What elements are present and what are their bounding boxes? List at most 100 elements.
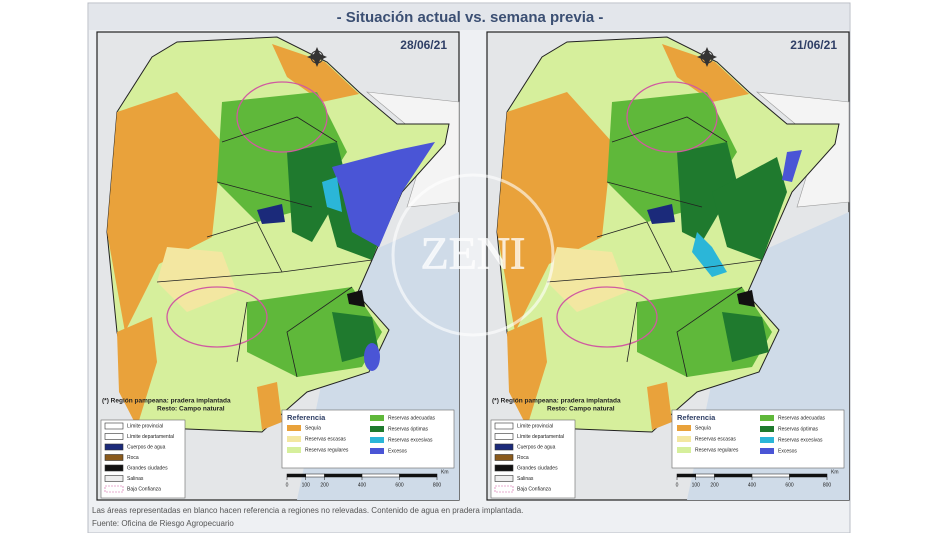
legend-symbol bbox=[494, 422, 514, 430]
low-confidence-zone bbox=[556, 286, 658, 348]
drought-zone bbox=[272, 44, 359, 102]
scale-bar: 0 100 200 400 600 800 Km bbox=[286, 469, 449, 488]
note-line: (*) Región pampeana: pradera implantada bbox=[492, 398, 621, 405]
note-line: (*) Región pampeana: pradera implantada bbox=[102, 398, 231, 405]
legend-label: Excesos bbox=[778, 448, 797, 454]
legend-label: Reservas excesivas bbox=[388, 437, 433, 443]
scale-unit: Km bbox=[441, 469, 449, 475]
legend-swatch bbox=[760, 448, 774, 454]
drought-zone bbox=[117, 317, 157, 427]
title: - Situación actual vs. semana previa - bbox=[337, 9, 604, 26]
reference-legend: Referencia Sequía Reservas escasas Reservas… bbox=[281, 409, 455, 469]
scale-label: 400 bbox=[748, 482, 757, 488]
compass-ring bbox=[310, 50, 324, 64]
legend-label: Límite departamental bbox=[517, 434, 564, 440]
scale-label: 600 bbox=[395, 482, 404, 488]
scale-label: 0 bbox=[286, 482, 289, 488]
legend-label: Sequía bbox=[695, 425, 711, 431]
map-panel: 28/06/21 (*) Región pampeana: pradera imp… bbox=[96, 31, 460, 501]
legend-symbol bbox=[494, 433, 514, 440]
legend-symbol bbox=[104, 464, 124, 472]
legend-symbol bbox=[494, 443, 514, 451]
map-panel: 21/06/21 (*) Región pampeana: pradera imp… bbox=[486, 31, 850, 501]
scale-segment bbox=[695, 473, 715, 478]
scale-segment bbox=[286, 473, 306, 478]
scale-segment bbox=[324, 473, 363, 478]
optimal-zone bbox=[712, 157, 787, 260]
drought-zone bbox=[647, 382, 672, 430]
scarce-zone bbox=[157, 247, 237, 312]
low-confidence-zone bbox=[166, 286, 268, 348]
watermark: ZENI bbox=[421, 228, 526, 279]
legend-symbol bbox=[104, 422, 124, 430]
low-confidence-zone bbox=[626, 81, 718, 153]
compass bbox=[307, 47, 327, 67]
water-body bbox=[257, 204, 285, 224]
legend-swatch bbox=[370, 448, 384, 454]
drought-zone bbox=[497, 92, 612, 332]
low-confidence-zone bbox=[236, 81, 328, 153]
legend-label: Reservas escasas bbox=[305, 436, 346, 442]
footer-line: Fuente: Oficina de Riesgo Agropecuario bbox=[92, 519, 234, 528]
scale-label: 100 bbox=[302, 482, 311, 488]
legend-symbol bbox=[104, 443, 124, 451]
optimal-zone bbox=[677, 142, 737, 242]
water-body bbox=[647, 204, 675, 224]
city bbox=[347, 290, 365, 307]
excess-zone bbox=[782, 150, 802, 182]
scale-segment bbox=[399, 473, 438, 478]
legend-symbol bbox=[104, 475, 124, 482]
drought-zone bbox=[107, 92, 222, 332]
legend-label: Reservas excesivas bbox=[778, 437, 823, 443]
compass bbox=[697, 47, 717, 67]
legend-label: Reservas óptimas bbox=[778, 426, 819, 432]
scale-segment bbox=[305, 473, 325, 478]
scale-label: 200 bbox=[320, 482, 329, 488]
legend-label: Baja Confianza bbox=[127, 486, 161, 492]
drought-zone bbox=[507, 317, 547, 427]
legend-swatch bbox=[677, 436, 691, 442]
province-boundaries bbox=[546, 116, 763, 378]
optimal-zone bbox=[722, 312, 769, 362]
legend-swatch bbox=[760, 415, 774, 421]
note-line: Resto: Campo natural bbox=[547, 406, 615, 413]
scale-segment bbox=[714, 473, 753, 478]
legend-label: Reservas escasas bbox=[695, 436, 736, 442]
excessive-zone bbox=[322, 177, 342, 212]
legend-swatch bbox=[287, 447, 301, 453]
legend-label: Salinas bbox=[517, 476, 534, 482]
legend-swatch bbox=[760, 437, 774, 443]
watermark-ring bbox=[391, 173, 555, 337]
reference-legend: Referencia Sequía Reservas escasas Reservas… bbox=[671, 409, 845, 469]
scale-label: 800 bbox=[433, 482, 442, 488]
legend-label: Límite provincial bbox=[127, 423, 163, 429]
scale-segment bbox=[361, 473, 400, 478]
legend-label: Reservas óptimas bbox=[388, 426, 429, 432]
legend-label: Grandes ciudades bbox=[127, 465, 168, 471]
scale-label: 400 bbox=[358, 482, 367, 488]
legend-symbol bbox=[104, 454, 124, 461]
legend-swatch bbox=[677, 425, 691, 431]
legend-title: Referencia bbox=[677, 413, 716, 422]
legend-label: Grandes ciudades bbox=[517, 465, 558, 471]
legend-label: Reservas adecuadas bbox=[778, 415, 825, 421]
legend-label: Límite provincial bbox=[517, 423, 553, 429]
legend-label: Salinas bbox=[127, 476, 144, 482]
scale-segment bbox=[789, 473, 828, 478]
map-date: 28/06/21 bbox=[400, 38, 447, 52]
legend-symbol bbox=[104, 433, 124, 440]
legend-label: Límite departamental bbox=[127, 434, 174, 440]
legend-swatch bbox=[287, 436, 301, 442]
legend-label: Baja Confianza bbox=[517, 486, 551, 492]
compass-rose bbox=[307, 47, 327, 67]
drought-zone bbox=[662, 44, 749, 102]
legend-box bbox=[671, 409, 845, 469]
note-line: Resto: Campo natural bbox=[157, 406, 225, 413]
legend-label: Excesos bbox=[388, 448, 407, 454]
scale-label: 100 bbox=[692, 482, 701, 488]
scale-label: 200 bbox=[710, 482, 719, 488]
legend-swatch bbox=[677, 447, 691, 453]
legend-symbol bbox=[104, 485, 124, 493]
compass-rose bbox=[697, 47, 717, 67]
legend-label: Roca bbox=[517, 455, 529, 461]
